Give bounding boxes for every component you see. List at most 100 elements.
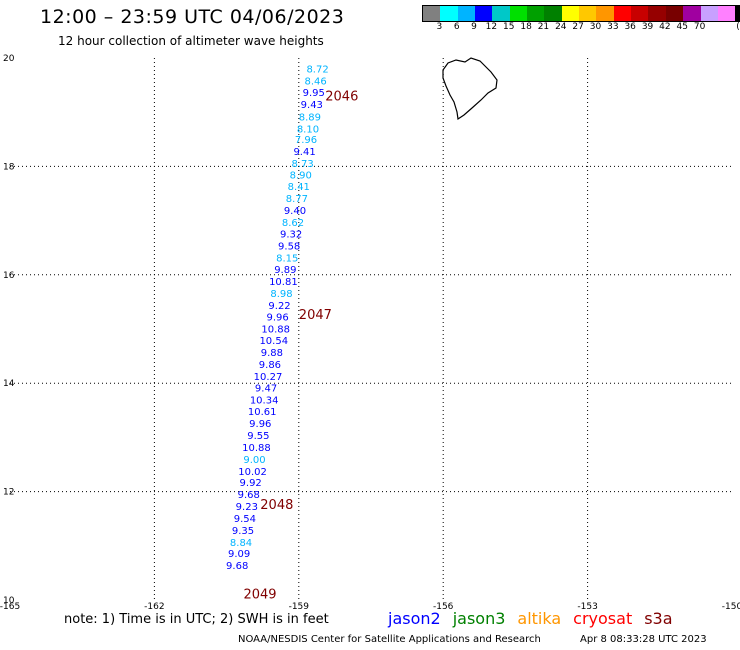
- legend-label: 70: [693, 22, 706, 32]
- legend-swatch: [457, 6, 476, 21]
- wave-height-value: 8.77: [286, 194, 308, 205]
- wave-height-value: 8.90: [290, 170, 312, 181]
- wave-height-value: 10.61: [248, 407, 277, 418]
- pass-number-label: 2048: [260, 498, 293, 513]
- legend-swatch: [735, 6, 740, 21]
- wave-height-value: 8.41: [288, 182, 310, 193]
- wave-height-value: 9.68: [226, 561, 248, 572]
- satellite-label: s3a: [644, 609, 673, 628]
- color-scale-legend: [422, 5, 740, 22]
- legend-swatch: [579, 6, 597, 21]
- legend-label: 39: [641, 22, 654, 32]
- legend-label: 3: [436, 22, 443, 32]
- legend-swatch: [596, 6, 614, 21]
- legend-swatch: [475, 6, 493, 21]
- wave-height-value: 8.10: [297, 124, 319, 135]
- page-title: 12:00 – 23:59 UTC 04/06/2023: [40, 6, 345, 28]
- pass-number-label: 2049: [243, 587, 276, 602]
- legend-label: 12: [485, 22, 498, 32]
- legend-label: 45: [676, 22, 688, 32]
- wave-height-value: 10.34: [250, 395, 279, 406]
- wave-height-value: 9.43: [301, 100, 323, 111]
- lon-tick-label: -159: [289, 602, 310, 610]
- wave-height-value: 10.88: [242, 443, 271, 454]
- legend-label: 18: [520, 22, 532, 32]
- wave-height-value: 9.32: [280, 229, 302, 240]
- wave-height-value: 9.09: [228, 549, 250, 560]
- legend-swatch: [561, 6, 580, 21]
- credit-text: NOAA/NESDIS Center for Satellite Applica…: [238, 634, 541, 645]
- wave-height-value: 9.58: [278, 241, 300, 252]
- legend-swatch: [717, 6, 736, 21]
- legend-label: 9: [471, 22, 477, 32]
- legend-swatch: [648, 6, 666, 21]
- wave-height-value: 8.73: [292, 159, 314, 170]
- legend-label: (ft): [736, 22, 740, 32]
- wave-height-value: 9.55: [247, 431, 269, 442]
- lon-tick-label: -153: [577, 602, 597, 610]
- legend-label: 33: [607, 22, 619, 32]
- wave-height-value: 9.96: [249, 419, 271, 430]
- wave-height-value: 9.89: [274, 265, 296, 276]
- legend-swatch: [683, 6, 701, 21]
- satellite-label: jason3: [452, 609, 506, 628]
- generation-timestamp: Apr 8 08:33:28 UTC 2023: [580, 634, 707, 645]
- legend-swatch: [527, 6, 545, 21]
- legend-swatch: [665, 6, 684, 21]
- wave-height-value: 8.89: [299, 112, 321, 123]
- wave-height-value: 9.35: [232, 526, 254, 537]
- wave-height-value: 9.92: [240, 478, 262, 489]
- legend-swatch: [492, 6, 510, 21]
- pass-number-label: 2047: [299, 308, 332, 323]
- satellite-label: altika: [517, 609, 562, 628]
- wave-height-value: 10.81: [269, 277, 298, 288]
- legend-label: 27: [572, 22, 584, 32]
- legend-swatch: [509, 6, 528, 21]
- wave-height-value: 9.54: [234, 514, 256, 525]
- legend-label: 21: [537, 22, 550, 32]
- pass-number-label: 2046: [325, 89, 358, 104]
- wave-height-value: 8.98: [270, 289, 292, 300]
- legend-swatch: [700, 6, 718, 21]
- legend-label: 42: [659, 22, 671, 32]
- wave-height-map[interactable]: -165 -162 -159 -156 -153 -150 20 18 16 14 12 10 8.72…: [0, 0, 740, 610]
- lat-tick-label: 10: [3, 596, 15, 606]
- wave-height-value: 9.68: [238, 490, 260, 501]
- wave-height-value: 10.54: [259, 336, 288, 347]
- page-subtitle: 12 hour collection of altimeter wave hei…: [58, 34, 324, 48]
- wave-height-value: 8.15: [276, 253, 298, 264]
- legend-label: 15: [503, 22, 515, 32]
- wave-height-value: 9.40: [284, 206, 306, 217]
- wave-height-value: 10.88: [261, 324, 290, 335]
- wave-height-value: 9.96: [266, 312, 288, 323]
- legend-swatch: [544, 6, 562, 21]
- satellite-legend: jason2 jason3 altika cryosat s3a: [388, 609, 685, 628]
- wave-height-value: 9.86: [259, 360, 281, 371]
- satellite-label: jason2: [388, 609, 441, 628]
- wave-height-value: 9.41: [293, 147, 315, 158]
- lat-tick-label: 14: [3, 379, 15, 389]
- wave-height-value: 9.00: [243, 455, 265, 466]
- lon-tick-label: -156: [433, 602, 454, 610]
- wave-height-value: 10.27: [254, 372, 283, 383]
- lat-tick-label: 16: [3, 271, 15, 281]
- wave-height-value: 8.84: [230, 538, 252, 549]
- legend-label: 6: [453, 22, 460, 32]
- legend-label: 36: [624, 22, 636, 32]
- wave-height-value: 8.46: [305, 77, 327, 88]
- hawaii-coastline: [442, 57, 498, 121]
- wave-height-value: 8.72: [306, 65, 328, 76]
- lat-tick-label: 12: [3, 488, 14, 498]
- lat-tick-label: 18: [3, 162, 15, 172]
- legend-label: 30: [589, 22, 602, 32]
- lat-tick-label: 20: [3, 54, 15, 64]
- lon-tick-label: -165: [0, 602, 20, 610]
- wave-height-value: 8.62: [282, 218, 304, 229]
- wave-height-value: 9.23: [236, 502, 258, 513]
- wave-height-value: 9.88: [261, 348, 283, 359]
- legend-swatch: [423, 6, 441, 21]
- legend-label: 24: [555, 22, 567, 32]
- footer-note: note: 1) Time is in UTC; 2) SWH is in fe…: [64, 612, 329, 627]
- lon-tick-label: -150: [722, 602, 740, 610]
